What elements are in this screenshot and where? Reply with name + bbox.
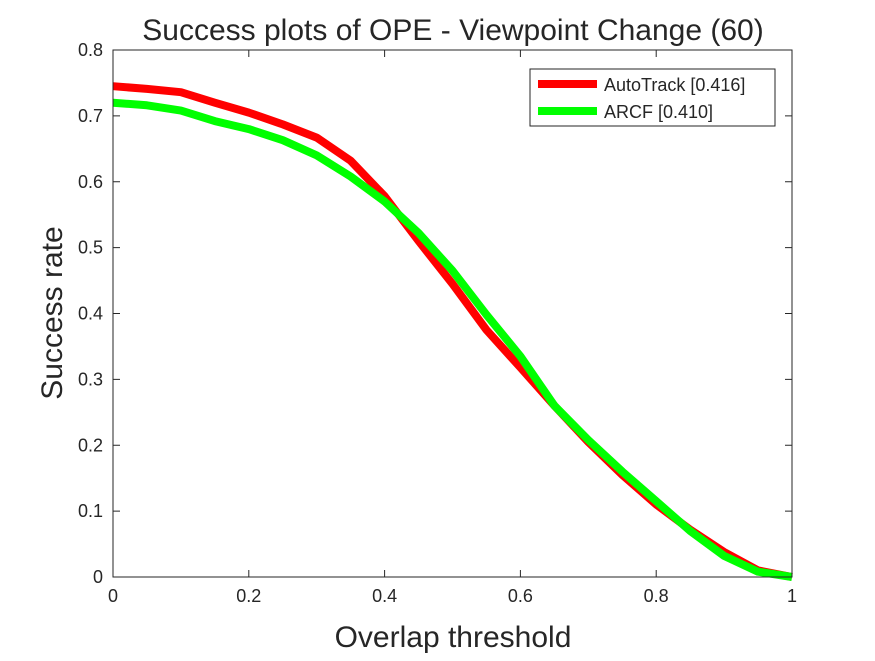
y-tick-label: 0.4 — [78, 304, 103, 324]
series-line-2 — [112, 98, 793, 581]
x-tick-label: 0.2 — [236, 586, 261, 606]
x-tick-label: 0.6 — [508, 586, 533, 606]
chart-title: Success plots of OPE - Viewpoint Change … — [142, 14, 763, 47]
y-axis-label: Success rate — [36, 226, 69, 399]
y-tick-label: 0 — [93, 567, 103, 587]
y-tick-label: 0.6 — [78, 172, 103, 192]
x-axis-label: Overlap threshold — [335, 621, 572, 654]
plot-area — [113, 50, 792, 577]
x-axis-ticks: 0 0.2 0.4 0.6 0.8 1 — [108, 50, 797, 606]
series-layer — [112, 82, 793, 581]
x-tick-label: 1 — [787, 586, 797, 606]
x-tick-label: 0.4 — [372, 586, 397, 606]
y-tick-label: 0.7 — [78, 106, 103, 126]
y-tick-label: 0.8 — [78, 40, 103, 60]
legend: AutoTrack [0.416] ARCF [0.410] — [529, 68, 776, 127]
y-tick-label: 0.5 — [78, 238, 103, 258]
legend-label-1: AutoTrack [0.416] — [604, 75, 745, 95]
x-tick-label: 0 — [108, 586, 118, 606]
y-axis-ticks: 0 0.1 0.2 0.3 0.4 0.5 0.6 0.7 0.8 — [78, 40, 792, 587]
y-tick-label: 0.3 — [78, 369, 103, 389]
y-tick-label: 0.1 — [78, 501, 103, 521]
legend-label-2: ARCF [0.410] — [604, 102, 713, 122]
y-tick-label: 0.2 — [78, 435, 103, 455]
legend-box — [529, 68, 776, 127]
x-tick-label: 0.8 — [644, 586, 669, 606]
